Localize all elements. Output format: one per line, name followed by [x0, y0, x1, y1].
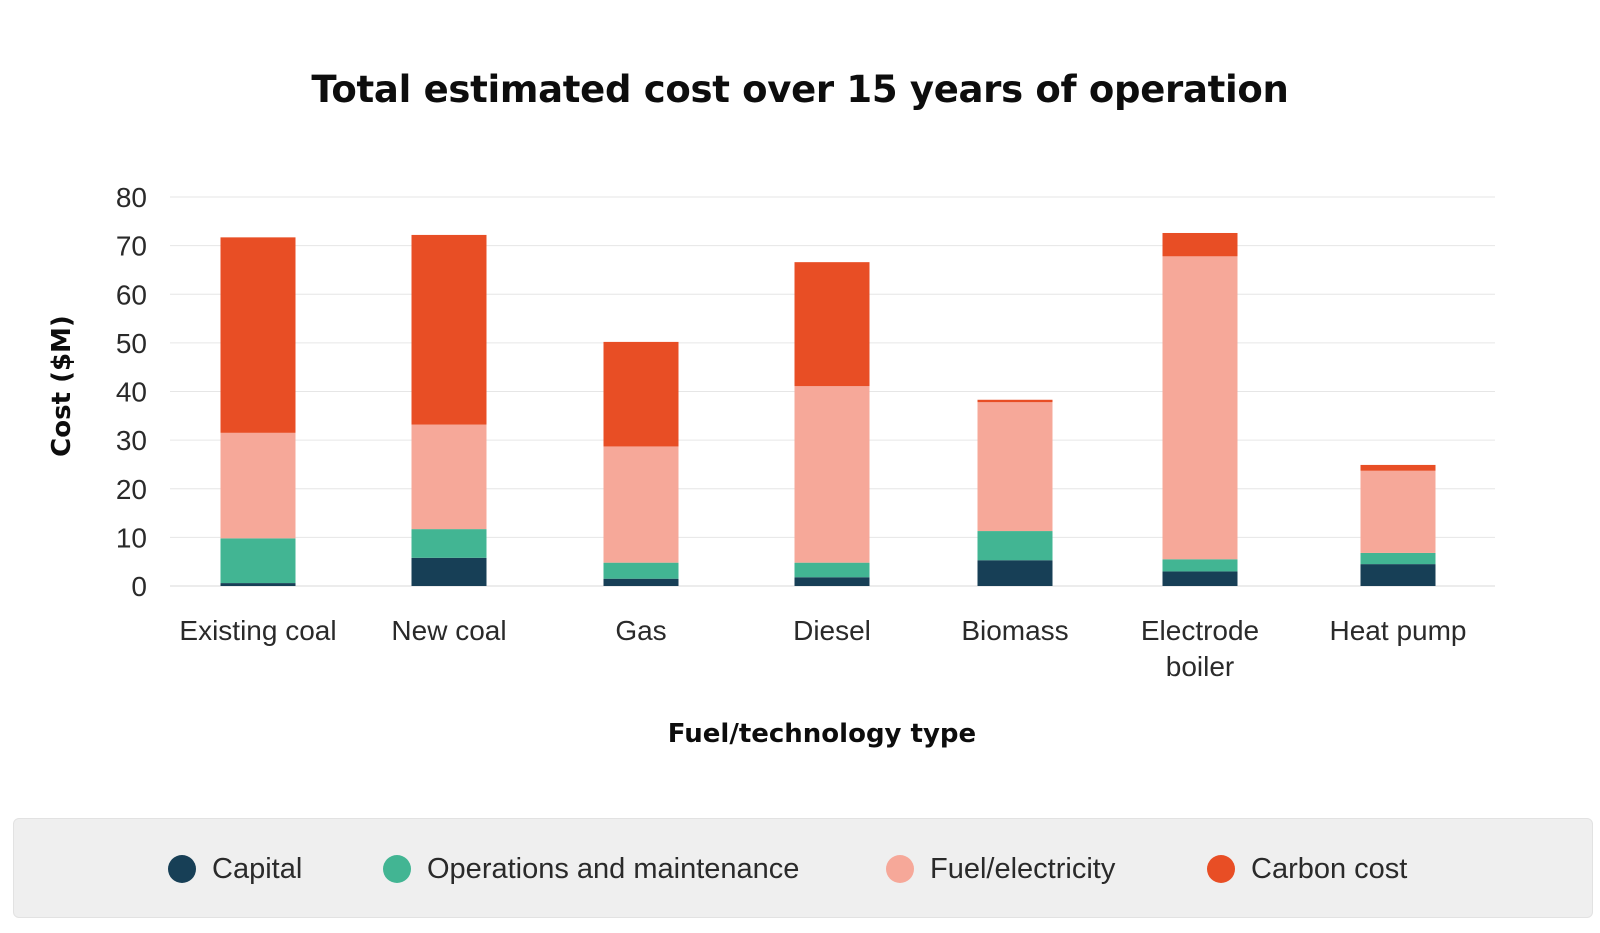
y-tick-label-50: 50: [116, 328, 147, 359]
x-tick-label-line: boiler: [1166, 651, 1234, 682]
x-tick-label-line: New coal: [391, 615, 506, 646]
y-tick-label-0: 0: [131, 571, 147, 602]
bar-stack-new-coal: [411, 234, 487, 586]
legend-label-capital: Capital: [212, 852, 303, 885]
x-tick-label-line: Biomass: [961, 615, 1068, 646]
x-tick-label-line: Gas: [615, 615, 666, 646]
legend-item-carbon-cost: Carbon cost: [1207, 819, 1407, 919]
bar-segment-biomass-carbon-cost: [977, 399, 1053, 403]
bar-segment-existing-coal-fuel-electricity: [220, 432, 296, 539]
bar-segment-heat-pump-fuel-electricity: [1360, 470, 1436, 553]
bar-segment-biomass-fuel-electricity: [977, 402, 1053, 532]
bar-segment-diesel-fuel-electricity: [794, 386, 870, 563]
y-tick-label-10: 10: [116, 522, 147, 553]
bar-stack-diesel: [794, 262, 870, 586]
bar-segment-gas-capital: [603, 578, 679, 586]
x-tick-label-biomass: Biomass: [961, 615, 1068, 646]
bar-segment-biomass-capital: [977, 560, 1053, 586]
bars: [220, 232, 1436, 586]
x-tick-label-gas: Gas: [615, 615, 666, 646]
bar-stack-biomass: [977, 399, 1053, 586]
y-tick-label-80: 80: [116, 182, 147, 213]
bar-segment-new-coal-capital: [411, 557, 487, 586]
bar-segment-existing-coal-capital: [220, 583, 296, 586]
y-tick-label-70: 70: [116, 231, 147, 262]
bar-stack-electrode-boiler: [1162, 232, 1238, 586]
legend-label-carbon-cost: Carbon cost: [1251, 852, 1408, 885]
legend-item-capital: Capital: [168, 819, 302, 919]
bar-segment-heat-pump-operations-and-maintenance: [1360, 552, 1436, 565]
bar-stack-existing-coal: [220, 237, 296, 586]
x-tick-label-line: Electrode: [1141, 615, 1259, 646]
legend: Capital Operations and maintenance Fuel/…: [13, 818, 1593, 918]
bar-segment-gas-carbon-cost: [603, 341, 679, 447]
bar-segment-existing-coal-operations-and-maintenance: [220, 538, 296, 584]
x-tick-label-electrode-boiler: Electrode boiler: [1141, 615, 1259, 682]
x-axis-title: Fuel/technology type: [668, 719, 976, 749]
x-tick-label-diesel: Diesel: [793, 615, 871, 646]
bar-segment-biomass-operations-and-maintenance: [977, 531, 1053, 561]
bar-segment-electrode-boiler-carbon-cost: [1162, 232, 1238, 257]
bar-segment-heat-pump-carbon-cost: [1360, 464, 1436, 471]
legend-swatch-capital: [168, 855, 196, 883]
legend-swatch-operations-and-maintenance: [383, 855, 411, 883]
y-axis-title: Cost ($M): [47, 315, 77, 457]
legend-label-operations-and-maintenance: Operations and maintenance: [427, 852, 800, 885]
bar-segment-diesel-carbon-cost: [794, 262, 870, 387]
y-tick-label-40: 40: [116, 377, 147, 408]
bar-segment-gas-operations-and-maintenance: [603, 562, 679, 579]
legend-swatch-carbon-cost: [1207, 855, 1235, 883]
x-tick-label-existing-coal: Existing coal: [179, 615, 336, 646]
legend-item-operations-and-maintenance: Operations and maintenance: [383, 819, 799, 919]
y-tick-label-30: 30: [116, 425, 147, 456]
x-tick-label-line: Heat pump: [1330, 615, 1467, 646]
chart-title: Total estimated cost over 15 years of op…: [311, 68, 1289, 111]
bar-segment-gas-fuel-electricity: [603, 446, 679, 563]
bar-stack-gas: [603, 341, 679, 586]
bar-segment-electrode-boiler-operations-and-maintenance: [1162, 559, 1238, 572]
bar-segment-new-coal-carbon-cost: [411, 234, 487, 425]
bar-segment-electrode-boiler-capital: [1162, 571, 1238, 586]
bar-segment-diesel-operations-and-maintenance: [794, 562, 870, 578]
bar-segment-diesel-capital: [794, 577, 870, 586]
bar-segment-new-coal-fuel-electricity: [411, 424, 487, 530]
bar-segment-heat-pump-capital: [1360, 564, 1436, 586]
bar-stack-heat-pump: [1360, 464, 1436, 586]
x-tick-label-new-coal: New coal: [391, 615, 506, 646]
x-axis-categories: Existing coal New coal Gas Diesel Biomass Ele…: [179, 615, 1466, 682]
x-tick-label-heat-pump: Heat pump: [1330, 615, 1467, 646]
legend-item-fuel-electricity: Fuel/electricity: [886, 819, 1115, 919]
y-tick-label-20: 20: [116, 474, 147, 505]
y-axis-ticks: 0 10 20 30 40 50 60 70 80: [116, 182, 147, 602]
x-tick-label-line: Diesel: [793, 615, 871, 646]
x-tick-label-line: Existing coal: [179, 615, 336, 646]
bar-segment-existing-coal-carbon-cost: [220, 237, 296, 433]
bar-segment-new-coal-operations-and-maintenance: [411, 529, 487, 558]
bar-segment-electrode-boiler-fuel-electricity: [1162, 256, 1238, 560]
legend-swatch-fuel-electricity: [886, 855, 914, 883]
y-tick-label-60: 60: [116, 279, 147, 310]
legend-label-fuel-electricity: Fuel/electricity: [930, 852, 1116, 885]
